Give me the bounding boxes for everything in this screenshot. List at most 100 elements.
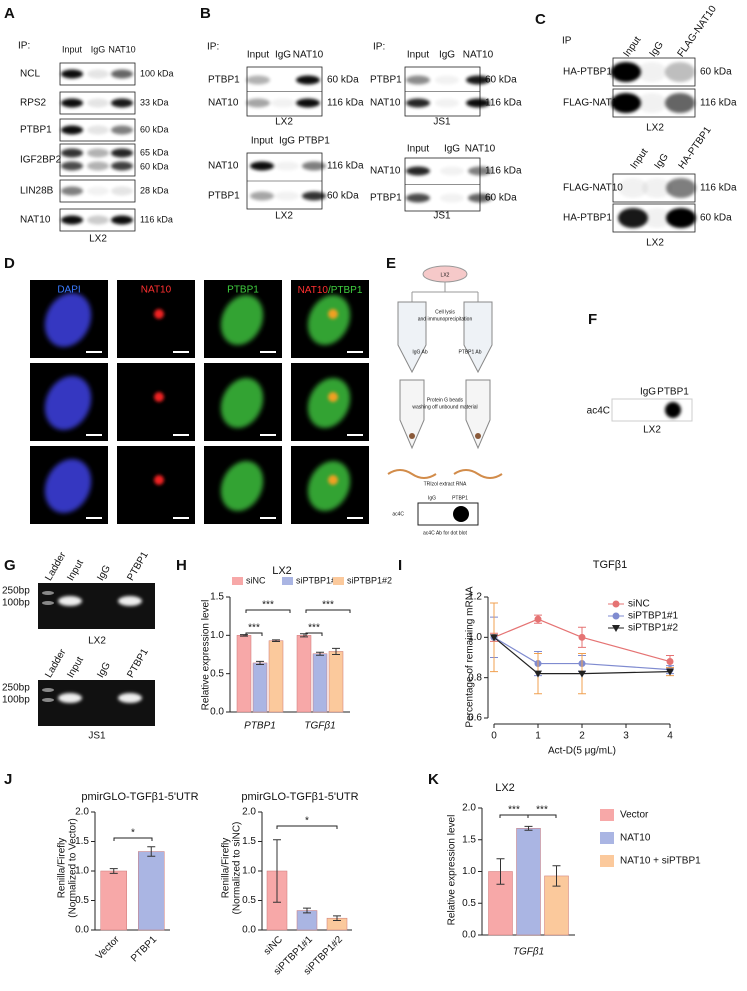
y-tick-label: 1.5 xyxy=(210,592,224,603)
bar xyxy=(252,662,268,713)
band xyxy=(302,191,326,201)
schematic-label: TRIzol extract RNA xyxy=(424,481,467,487)
error-bar xyxy=(333,915,341,922)
band xyxy=(111,69,133,79)
size-label: 28 kDa xyxy=(140,185,169,195)
row-label: NAT10 xyxy=(370,98,401,109)
column-label: FLAG-NAT10 xyxy=(676,4,720,60)
cell-line: LX2 xyxy=(643,425,661,436)
band xyxy=(440,166,464,176)
gel xyxy=(38,583,155,629)
y-axis-label: Relative expression level xyxy=(201,600,212,711)
panel-label: C xyxy=(535,11,546,28)
band xyxy=(61,69,83,79)
y-tick-label: 0.0 xyxy=(75,925,89,936)
panel-label: H xyxy=(176,557,187,574)
marker-label: 100bp xyxy=(2,598,30,609)
column-label: NAT10 xyxy=(293,50,324,61)
size-label: 116 kDa xyxy=(485,166,522,177)
legend-swatch xyxy=(333,577,344,585)
bar xyxy=(268,640,284,713)
column-label: NAT10 xyxy=(465,144,496,155)
row-label: NAT10 xyxy=(208,98,239,109)
size-label: 116 kDa xyxy=(140,214,173,224)
x-tick-label: 1 xyxy=(535,731,541,742)
band xyxy=(637,62,667,82)
band xyxy=(611,93,641,113)
channel-label-part: /PTBP1 xyxy=(328,285,363,296)
dot xyxy=(665,402,681,418)
series-line xyxy=(493,636,671,671)
y-tick-label: 1.0 xyxy=(75,866,89,877)
error-bar xyxy=(552,865,561,887)
significance-label: *** xyxy=(308,623,320,634)
legend-marker xyxy=(612,625,620,632)
ptbp1-stain xyxy=(220,377,264,429)
row-label: ac4C xyxy=(587,406,610,417)
x-tick-label: siNC xyxy=(262,934,285,957)
bar xyxy=(328,651,344,713)
marker-label: 250bp xyxy=(2,683,30,694)
band xyxy=(665,93,695,113)
y-tick-label: 0.0 xyxy=(242,925,256,936)
band xyxy=(642,208,672,228)
y-axis-label: (Normalized to siNC) xyxy=(232,822,243,915)
row-label: PTBP1 xyxy=(370,193,402,204)
x-tick-label: TGFβ1 xyxy=(513,947,544,958)
chart-title: LX2 xyxy=(495,782,515,794)
band xyxy=(87,161,109,171)
row-label: HA-PTBP1 xyxy=(563,213,612,224)
band xyxy=(637,93,667,113)
legend-swatch xyxy=(600,832,614,844)
significance-bracket xyxy=(527,814,557,818)
micrograph xyxy=(117,446,195,524)
band xyxy=(466,75,490,85)
row-label: FLAG-NAT10 xyxy=(563,98,623,109)
significance-label: * xyxy=(305,816,309,827)
size-label: 116 kDa xyxy=(327,161,364,172)
legend-label: siNC xyxy=(246,575,266,585)
band xyxy=(87,215,109,225)
significance-bracket xyxy=(305,632,323,636)
column-label: IgG xyxy=(275,50,291,61)
nucleus-stain xyxy=(44,458,92,514)
gel-band xyxy=(118,693,142,703)
band xyxy=(466,98,490,108)
y-tick-label: 1.0 xyxy=(462,866,476,877)
legend-swatch xyxy=(232,577,243,585)
x-tick-label: 4 xyxy=(667,731,673,742)
band xyxy=(296,98,320,108)
error-bar xyxy=(273,839,281,903)
nat10-stain xyxy=(154,475,164,485)
row-label: NAT10 xyxy=(208,161,239,172)
beads xyxy=(409,433,415,439)
y-tick-label: 0.5 xyxy=(75,895,89,906)
ptbp1-stain xyxy=(220,294,264,346)
error-bar xyxy=(256,660,264,665)
lane-label: Input xyxy=(65,655,86,680)
row-label: PTBP1 xyxy=(208,191,240,202)
y-tick-label: 0.6 xyxy=(468,713,482,724)
y-axis-label: (Normalized to Vector) xyxy=(68,818,79,917)
band xyxy=(111,125,133,135)
y-tick-label: 1.5 xyxy=(242,836,256,847)
band xyxy=(440,193,464,203)
cell-line: LX2 xyxy=(89,234,107,245)
column-label: PTBP1 xyxy=(657,387,689,398)
y-axis-label: Percentage of remaining mRNA xyxy=(465,586,476,728)
row-label: RPS2 xyxy=(20,98,47,109)
error-bar xyxy=(109,868,118,874)
x-tick-label: 0 xyxy=(491,731,497,742)
band xyxy=(296,75,320,85)
band xyxy=(111,98,133,108)
legend-label: NAT10 xyxy=(620,833,651,844)
micrograph xyxy=(117,280,195,358)
cell-line: JS1 xyxy=(88,731,106,742)
column-label: Input xyxy=(622,35,644,60)
y-axis-label: Relative expression level xyxy=(447,815,458,926)
schematic-label: IgG Ab xyxy=(412,349,428,355)
band xyxy=(666,178,696,198)
channel-label: DAPI xyxy=(57,285,80,296)
schematic-label: Protein G beads xyxy=(427,397,464,403)
